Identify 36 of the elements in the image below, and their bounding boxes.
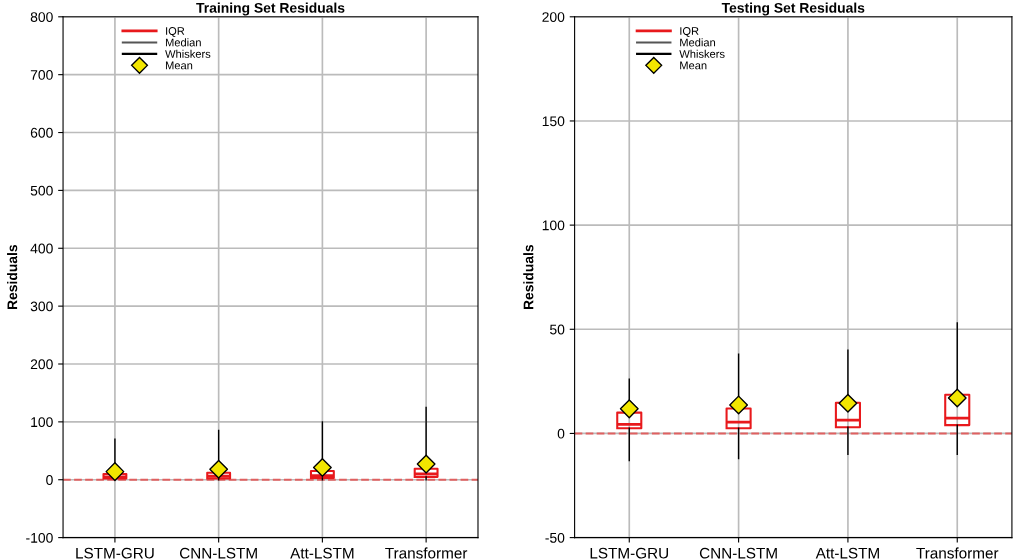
y-tick-label: 700	[30, 70, 53, 80]
legend-label: Mean	[165, 61, 193, 70]
x-tick-label: LSTM-GRU	[590, 547, 668, 559]
annotation: Whiskers	[165, 49, 211, 58]
annotation: Median	[165, 38, 201, 47]
y-axis-title: Residuals	[523, 244, 534, 310]
x-tick-label: CNN-LSTM	[179, 547, 257, 559]
y-tick-label: 300	[30, 301, 53, 312]
x-tick-label: Att-LSTM	[815, 547, 879, 559]
legend-label: Mean	[680, 61, 707, 70]
y-tick-label: 500	[30, 185, 53, 196]
x-tick-label: Transformer	[916, 547, 999, 559]
y-tick-label: 0	[557, 428, 565, 439]
y-tick-label: 200	[30, 359, 53, 370]
y-tick-label: 50	[549, 324, 565, 335]
y-tick-label: 100	[31, 417, 53, 428]
x-tick-label: Transformer	[385, 547, 468, 559]
legend-label: IQR	[166, 27, 185, 37]
annotation: Whiskers	[679, 49, 725, 58]
annotation: Median	[680, 38, 716, 47]
chart-title: Testing Set Residuals	[721, 2, 865, 16]
x-tick-label: CNN-LSTM	[699, 547, 777, 559]
y-tick-label: 400	[30, 243, 53, 254]
y-tick-label: -50	[545, 532, 565, 543]
y-tick-label: 600	[30, 127, 53, 138]
y-tick-label: -100	[26, 532, 53, 543]
y-tick-label: 150	[542, 116, 565, 127]
y-tick-label: 100	[542, 220, 565, 231]
y-tick-label: 800	[30, 12, 53, 22]
y-tick-label: 200	[542, 12, 565, 22]
y-axis-title: Residuals	[7, 244, 18, 310]
x-tick-label: LSTM-GRU	[76, 547, 154, 559]
chart-title: Training Set Residuals	[196, 2, 345, 16]
y-tick-label: 0	[46, 475, 53, 485]
legend-label: IQR	[680, 27, 699, 37]
x-tick-label: Att-LSTM	[290, 547, 354, 559]
